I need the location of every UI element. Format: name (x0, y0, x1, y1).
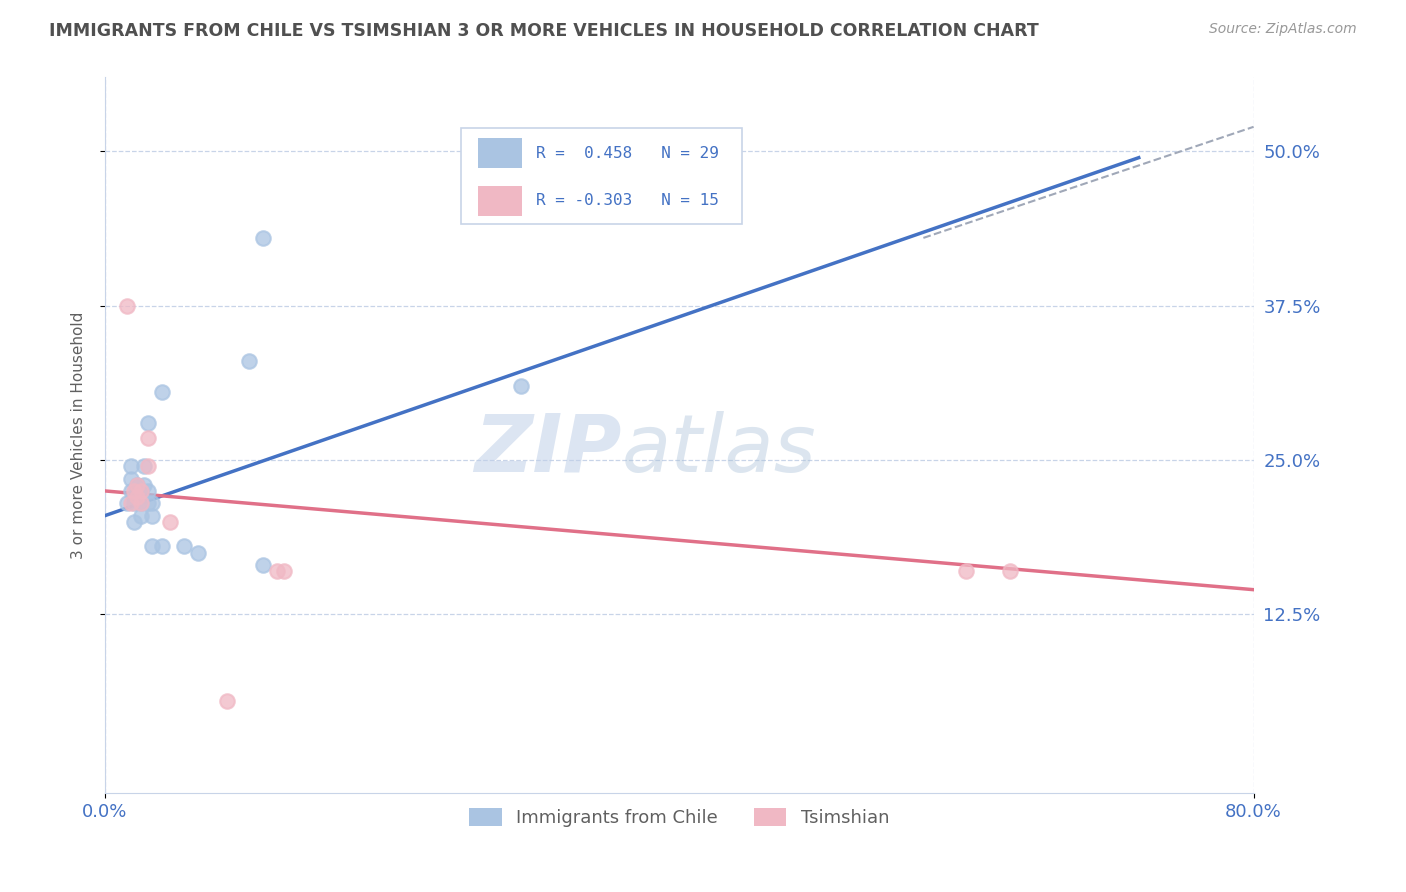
Text: IMMIGRANTS FROM CHILE VS TSIMSHIAN 3 OR MORE VEHICLES IN HOUSEHOLD CORRELATION C: IMMIGRANTS FROM CHILE VS TSIMSHIAN 3 OR … (49, 22, 1039, 40)
FancyBboxPatch shape (478, 186, 522, 216)
Text: R = -0.303   N = 15: R = -0.303 N = 15 (536, 193, 718, 208)
Point (159, 515, 181, 529)
FancyBboxPatch shape (478, 138, 522, 169)
Point (510, 379, 533, 393)
Point (120, 472, 142, 486)
Point (125, 483, 148, 498)
Point (998, 564, 1021, 578)
Text: ZIP: ZIP (474, 410, 621, 489)
Point (129, 483, 152, 498)
Point (136, 483, 159, 498)
Point (122, 496, 145, 510)
Point (129, 483, 152, 498)
Y-axis label: 3 or more Vehicles in Household: 3 or more Vehicles in Household (72, 311, 86, 559)
Text: atlas: atlas (621, 410, 817, 489)
Point (955, 564, 977, 578)
Point (125, 477, 148, 491)
Point (141, 540, 163, 554)
Point (273, 564, 295, 578)
Point (136, 431, 159, 445)
Point (215, 694, 238, 708)
Point (132, 477, 155, 491)
Point (129, 490, 152, 504)
Point (141, 496, 163, 510)
Point (129, 496, 152, 510)
Point (252, 558, 274, 572)
Text: Source: ZipAtlas.com: Source: ZipAtlas.com (1209, 22, 1357, 37)
FancyBboxPatch shape (461, 128, 742, 224)
Point (120, 483, 142, 498)
Point (136, 496, 159, 510)
Point (187, 546, 209, 560)
Point (125, 490, 148, 504)
Text: R =  0.458   N = 29: R = 0.458 N = 29 (536, 145, 718, 161)
Point (132, 459, 155, 474)
Point (129, 508, 152, 523)
Point (129, 496, 152, 510)
Point (122, 490, 145, 504)
Point (122, 483, 145, 498)
Point (252, 231, 274, 245)
Point (125, 477, 148, 491)
Point (136, 416, 159, 430)
Point (266, 564, 288, 578)
Point (136, 459, 159, 474)
Point (122, 515, 145, 529)
Point (238, 354, 260, 368)
Point (115, 496, 138, 510)
Point (120, 459, 142, 474)
Point (152, 385, 174, 400)
Point (120, 496, 142, 510)
Legend: Immigrants from Chile, Tsimshian: Immigrants from Chile, Tsimshian (463, 801, 897, 834)
Point (115, 299, 138, 313)
Point (141, 508, 163, 523)
Point (152, 540, 174, 554)
Point (173, 540, 195, 554)
